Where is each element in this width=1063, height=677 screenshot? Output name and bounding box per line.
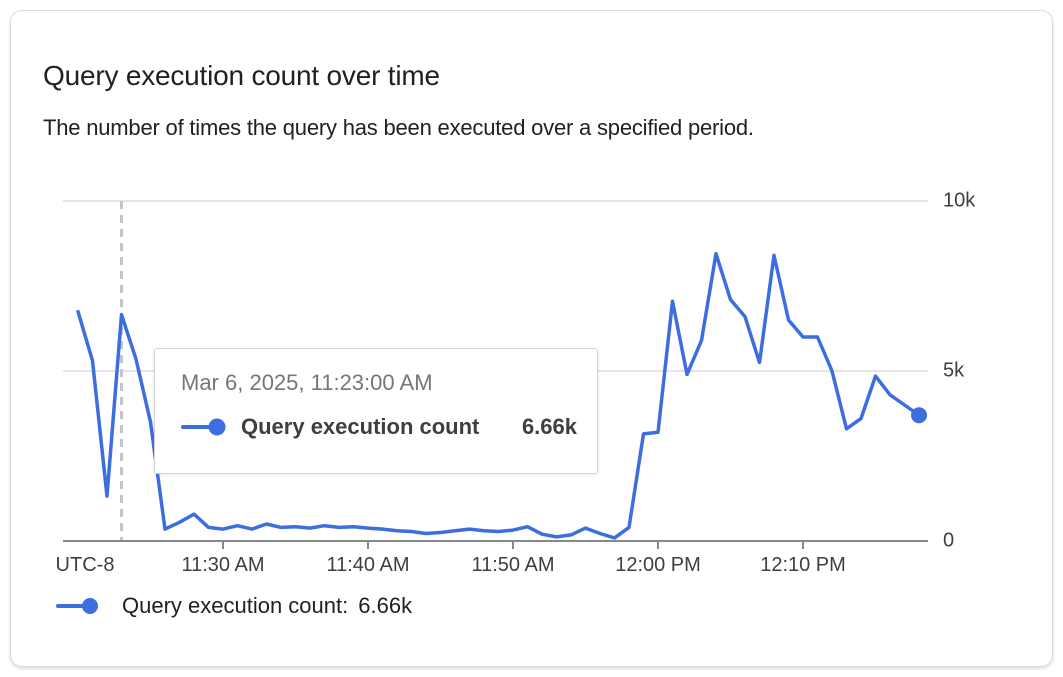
chart-tooltip: Mar 6, 2025, 11:23:00 AM Query execution…: [154, 348, 598, 474]
latest-point-dot: [911, 407, 927, 424]
x-axis-tick-label: 11:50 AM: [471, 554, 555, 576]
utc-offset-label: UTC-8: [55, 554, 115, 576]
legend-value: 6.66k: [358, 593, 413, 618]
tooltip-timestamp: Mar 6, 2025, 11:23:00 AM: [181, 370, 433, 395]
x-axis: [63, 540, 928, 549]
query-execution-count-card: Query execution count over time The numb…: [10, 10, 1053, 667]
legend-marker-icon: [56, 598, 98, 614]
tooltip-series-label: Query execution count: [241, 414, 480, 439]
x-axis-tick-label: 12:00 PM: [615, 554, 701, 576]
tooltip-series-value: 6.66k: [521, 414, 577, 439]
legend-label: Query execution count:: [122, 593, 349, 618]
series-marker-icon: [181, 418, 226, 436]
x-axis-tick-label: 11:40 AM: [326, 554, 410, 576]
y-axis-tick-label: 0: [943, 529, 955, 552]
x-axis-tick-label: 11:30 AM: [181, 554, 265, 576]
chart-subtitle: The number of times the query has been e…: [43, 115, 754, 140]
gridlines: [63, 200, 928, 372]
y-axis-tick-label: 10k: [943, 189, 976, 212]
chart-title: Query execution count over time: [43, 60, 440, 91]
x-axis-tick-label: 12:10 PM: [760, 554, 846, 576]
chart-legend[interactable]: Query execution count: 6.66k: [56, 592, 412, 620]
series-line: [76, 251, 921, 540]
query-count-line-chart[interactable]: [11, 11, 1052, 666]
tooltip-series-row: Query execution count 6.66k: [181, 414, 577, 440]
y-axis-tick-label: 5k: [943, 359, 965, 382]
